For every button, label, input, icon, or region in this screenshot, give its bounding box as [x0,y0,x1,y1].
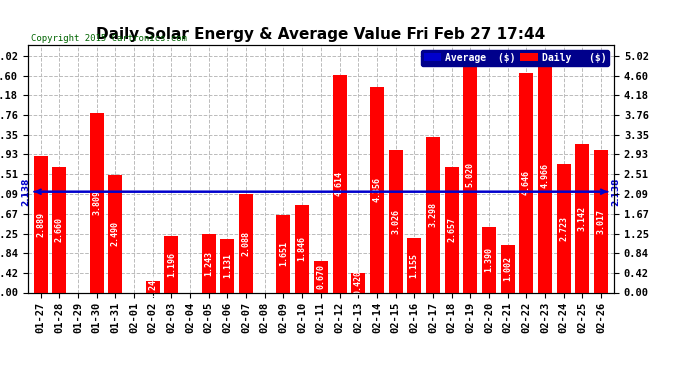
Bar [538,58,552,292]
Bar [90,113,104,292]
Bar [201,234,216,292]
Text: 3.026: 3.026 [391,209,400,234]
Legend: Average  ($), Daily   ($): Average ($), Daily ($) [421,50,609,66]
Bar [146,281,160,292]
Text: 2.490: 2.490 [111,221,120,246]
Text: 3.809: 3.809 [92,190,101,215]
Title: Daily Solar Energy & Average Value Fri Feb 27 17:44: Daily Solar Energy & Average Value Fri F… [96,27,546,42]
Text: 1.131: 1.131 [223,254,232,278]
Text: 1.651: 1.651 [279,241,288,266]
Text: 5.020: 5.020 [466,162,475,187]
Text: 2.138: 2.138 [21,177,30,206]
Bar [463,56,477,292]
Text: 0.670: 0.670 [316,264,326,289]
Text: 1.390: 1.390 [484,247,493,272]
Bar [277,214,290,292]
Text: 2.723: 2.723 [559,216,568,241]
Bar [333,75,346,292]
Text: 2.660: 2.660 [55,217,64,242]
Bar [34,156,48,292]
Bar [164,236,179,292]
Text: 2.657: 2.657 [447,217,456,242]
Text: 3.298: 3.298 [428,202,437,227]
Text: 0.420: 0.420 [354,270,363,295]
Text: 2.088: 2.088 [241,231,250,256]
Text: 3.142: 3.142 [578,206,587,231]
Bar [482,227,496,292]
Text: 3.017: 3.017 [597,209,606,234]
Bar [501,245,515,292]
Bar [426,137,440,292]
Bar [594,150,608,292]
Text: 4.614: 4.614 [335,171,344,196]
Bar [52,167,66,292]
Text: 0.248: 0.248 [148,274,157,299]
Bar [108,175,122,292]
Text: 1.002: 1.002 [503,256,512,281]
Text: 4.966: 4.966 [540,163,549,188]
Text: 4.356: 4.356 [373,177,382,203]
Bar [314,261,328,292]
Text: 2.889: 2.889 [36,212,45,237]
Bar [388,150,402,292]
Bar [520,74,533,292]
Bar [239,194,253,292]
Text: 1.846: 1.846 [297,237,306,261]
Text: 1.155: 1.155 [410,253,419,278]
Text: 2.138: 2.138 [611,177,620,206]
Bar [557,164,571,292]
Text: 1.196: 1.196 [167,252,176,277]
Text: Copyright 2015 Cartronics.com: Copyright 2015 Cartronics.com [31,34,187,43]
Bar [575,144,589,292]
Bar [295,206,309,292]
Bar [407,238,422,292]
Bar [220,239,235,292]
Bar [370,87,384,292]
Bar [444,167,459,292]
Text: 4.646: 4.646 [522,171,531,195]
Text: 1.243: 1.243 [204,251,213,276]
Bar [351,273,365,292]
